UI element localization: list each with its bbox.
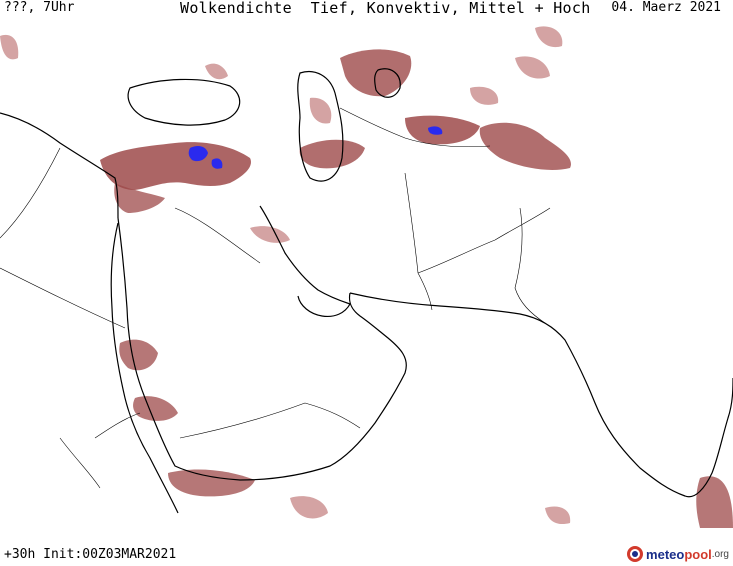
- cloud-patch: [309, 97, 332, 124]
- cloud-patch: [119, 339, 158, 371]
- coastline: [297, 71, 344, 182]
- country-border: [0, 267, 126, 329]
- meteopool-logo-icon: [627, 546, 644, 562]
- country-border: [0, 147, 61, 239]
- cloud-patch: [299, 139, 365, 169]
- cloud-patch: [696, 476, 733, 528]
- cloud-patch: [211, 158, 223, 169]
- cloud-patch: [290, 496, 328, 519]
- meteopool-logo[interactable]: meteo pool .org: [626, 545, 729, 563]
- cloud-patch: [470, 86, 499, 105]
- coastline-layer: [0, 68, 733, 514]
- brand-suffix: .org: [711, 548, 729, 560]
- cloud-patch: [100, 142, 251, 190]
- cloud-patch: [188, 145, 208, 162]
- cloud-layer: [0, 26, 733, 528]
- brand-part2: pool: [684, 546, 712, 562]
- coastline: [127, 78, 241, 126]
- country-border: [417, 207, 551, 274]
- weather-map: [0, 26, 733, 528]
- brand-part1: meteo: [646, 546, 685, 562]
- coastline: [374, 68, 401, 98]
- cloud-patch: [133, 396, 178, 421]
- valid-date: 04. Maerz 2021: [611, 0, 721, 15]
- cloud-patch: [405, 115, 480, 145]
- country-border: [59, 437, 101, 489]
- cloud-patch: [168, 469, 255, 497]
- coastline: [0, 112, 119, 219]
- country-border: [179, 402, 361, 439]
- coastline: [117, 217, 407, 481]
- border-layer: [0, 107, 551, 489]
- cloud-patch: [250, 226, 290, 243]
- cloud-patch: [535, 26, 563, 48]
- coastline: [349, 292, 733, 498]
- coastline: [110, 222, 179, 514]
- cloud-patch: [479, 122, 571, 170]
- coastline: [259, 205, 351, 318]
- country-border: [94, 412, 141, 439]
- cloud-patch: [205, 63, 228, 80]
- cloud-patch: [114, 183, 165, 213]
- country-border: [174, 207, 261, 264]
- run-label: ???, 7Uhr: [4, 0, 75, 15]
- map-title: Wolkendichte Tief, Konvektiv, Mittel + H…: [180, 0, 591, 17]
- cloud-patch: [515, 56, 550, 79]
- cloud-patch: [0, 34, 19, 60]
- cloud-patch: [428, 126, 443, 135]
- cloud-patch: [545, 506, 571, 525]
- country-border: [404, 172, 433, 311]
- country-border: [339, 107, 491, 148]
- run-info: +30h Init:00Z03MAR2021: [4, 547, 177, 562]
- country-border: [514, 207, 546, 324]
